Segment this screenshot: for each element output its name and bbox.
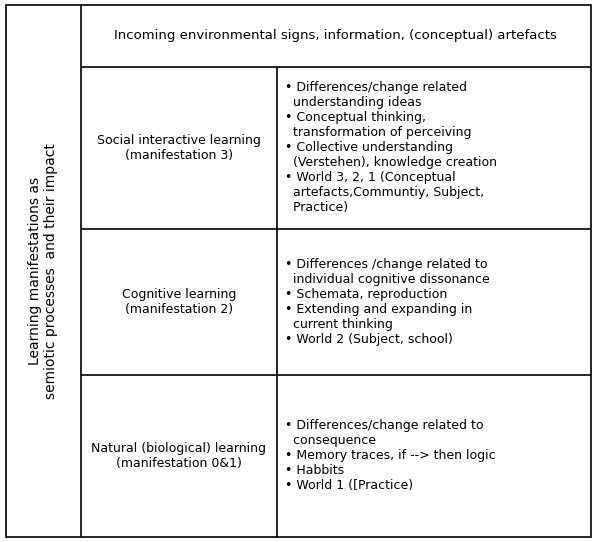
Text: • Differences /change related to
  individual cognitive dissonance
• Schemata, r: • Differences /change related to individ… bbox=[285, 257, 490, 346]
Text: • Differences/change related to
  consequence
• Memory traces, if --> then logic: • Differences/change related to conseque… bbox=[285, 419, 496, 492]
Text: • Differences/change related
  understanding ideas
• Conceptual thinking,
  tran: • Differences/change related understandi… bbox=[285, 81, 497, 214]
Text: Incoming environmental signs, information, (conceptual) artefacts: Incoming environmental signs, informatio… bbox=[115, 29, 557, 42]
Text: Natural (biological) learning
(manifestation 0&1): Natural (biological) learning (manifesta… bbox=[91, 442, 266, 469]
Text: Social interactive learning
(manifestation 3): Social interactive learning (manifestati… bbox=[97, 133, 261, 162]
Text: Cognitive learning
(manifestation 2): Cognitive learning (manifestation 2) bbox=[122, 288, 236, 315]
Text: Learning manifestations as
semiotic processes  and their impact: Learning manifestations as semiotic proc… bbox=[28, 143, 59, 399]
